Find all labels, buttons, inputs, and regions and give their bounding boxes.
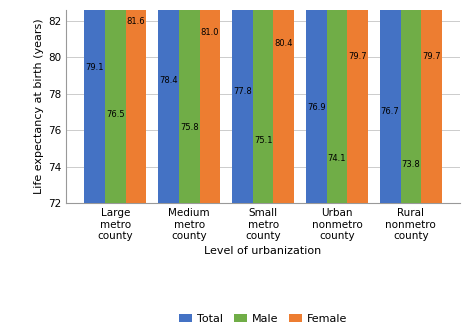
X-axis label: Level of urbanization: Level of urbanization <box>204 246 322 256</box>
Text: 76.9: 76.9 <box>307 103 326 112</box>
Y-axis label: Life expectancy at birth (years): Life expectancy at birth (years) <box>34 19 44 195</box>
Text: 78.4: 78.4 <box>159 76 178 85</box>
Bar <box>306 0 327 203</box>
Bar <box>380 0 401 203</box>
Text: 73.8: 73.8 <box>401 160 420 169</box>
Bar <box>327 0 347 203</box>
Text: 77.8: 77.8 <box>233 87 252 96</box>
Legend: Total, Male, Female: Total, Male, Female <box>174 310 352 328</box>
Text: 80.4: 80.4 <box>274 39 293 48</box>
Text: 75.1: 75.1 <box>254 136 273 145</box>
Bar <box>253 0 273 203</box>
Text: 79.7: 79.7 <box>422 52 441 61</box>
Text: 76.5: 76.5 <box>106 111 125 119</box>
Bar <box>158 0 179 203</box>
Text: 81.6: 81.6 <box>127 17 146 26</box>
Text: 79.1: 79.1 <box>85 63 104 72</box>
Bar <box>273 0 294 203</box>
Bar <box>179 0 200 203</box>
Bar <box>200 0 220 203</box>
Text: 79.7: 79.7 <box>348 52 367 61</box>
Bar <box>126 0 146 203</box>
Text: 75.8: 75.8 <box>180 123 199 132</box>
Text: 81.0: 81.0 <box>201 28 219 37</box>
Bar <box>105 0 126 203</box>
Text: 76.7: 76.7 <box>381 107 400 116</box>
Bar <box>347 0 368 203</box>
Text: 74.1: 74.1 <box>328 154 346 163</box>
Bar <box>84 0 105 203</box>
Bar <box>232 0 253 203</box>
Bar <box>401 0 421 203</box>
Bar <box>421 0 442 203</box>
